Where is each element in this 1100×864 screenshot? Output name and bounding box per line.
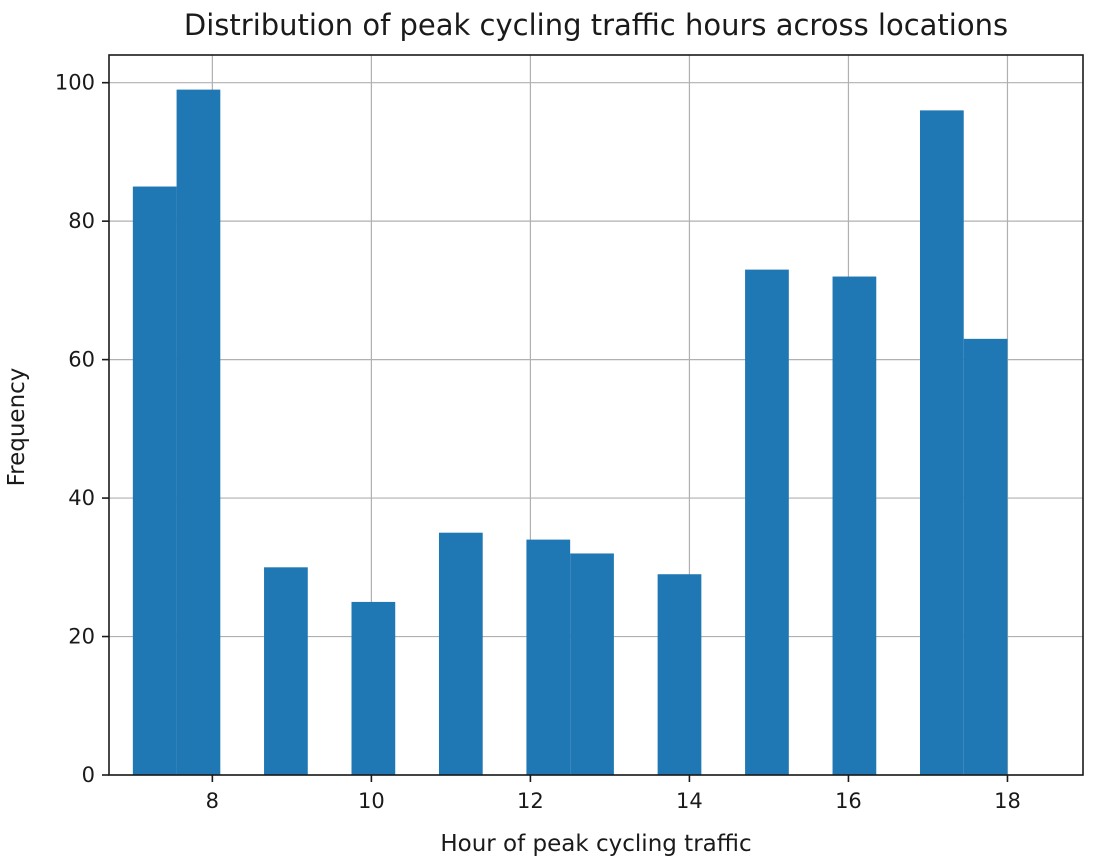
histogram-bar (832, 276, 877, 775)
histogram-bar (132, 186, 177, 776)
histogram-bar (176, 89, 221, 776)
plot-frame (108, 54, 1084, 776)
y-tick-label: 20 (68, 625, 95, 649)
histogram-bar (745, 269, 789, 775)
chart-title: Distribution of peak cycling traffic hou… (184, 8, 1008, 42)
x-tick-label: 16 (835, 789, 862, 813)
y-tick-label: 0 (82, 763, 95, 787)
y-tick-label: 40 (68, 486, 95, 510)
x-tick-label: 12 (517, 789, 544, 813)
x-axis-label: Hour of peak cycling traffic (440, 831, 751, 857)
y-axis-ticks: 0 20 40 60 80 100 (55, 71, 109, 787)
x-tick-label: 18 (994, 789, 1021, 813)
y-tick-label: 100 (55, 71, 95, 95)
histogram-bar (657, 574, 702, 775)
histogram-bar (570, 553, 614, 775)
histogram-bar (526, 539, 571, 775)
x-tick-label: 14 (676, 789, 703, 813)
y-tick-label: 80 (68, 209, 95, 233)
y-axis-label: Frequency (4, 368, 30, 487)
histogram-bar (920, 110, 964, 775)
histogram-bars (132, 89, 1008, 776)
histogram-bar (963, 338, 1008, 775)
histogram-bar (438, 532, 483, 775)
x-tick-label: 10 (358, 789, 385, 813)
histogram-bar (264, 567, 308, 775)
x-axis-ticks: 8 10 12 14 16 18 (206, 775, 1021, 813)
x-tick-label: 8 (206, 789, 219, 813)
y-tick-label: 60 (68, 348, 95, 372)
histogram-bar (351, 601, 396, 775)
